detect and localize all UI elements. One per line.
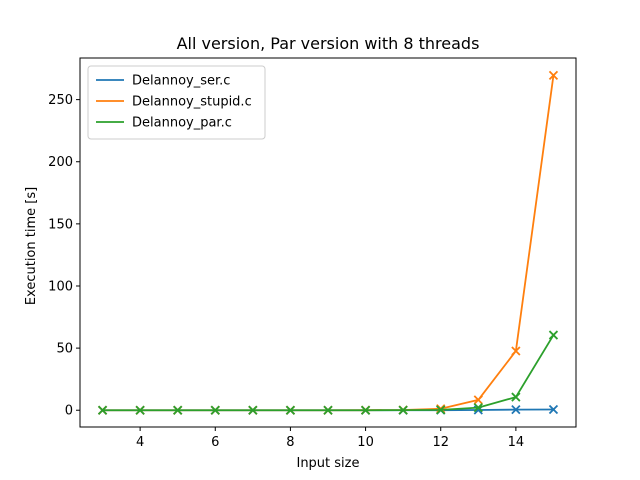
data-point xyxy=(473,402,483,413)
legend-box xyxy=(87,65,266,140)
x-tick-label: 6 xyxy=(211,435,219,450)
data-point xyxy=(511,392,521,402)
legend-label: Delannoy_ser.c xyxy=(132,74,230,89)
data-point xyxy=(548,404,559,415)
data-point xyxy=(398,405,408,415)
y-tick-label: 200 xyxy=(48,155,73,170)
legend-entry: Delannoy_par.c xyxy=(96,116,232,131)
y-axis: 0 50 100 150 200 250 xyxy=(48,93,80,419)
legend-entry: Delannoy_ser.c xyxy=(96,74,230,89)
data-point xyxy=(548,330,559,340)
y-tick-label: 250 xyxy=(48,93,73,108)
data-point xyxy=(97,405,108,415)
data-point xyxy=(248,405,258,415)
data-point xyxy=(511,404,521,415)
x-tick-label: 12 xyxy=(432,435,449,450)
legend-entry: Delannoy_stupid.c xyxy=(96,95,252,110)
y-tick-label: 100 xyxy=(48,279,73,294)
legend: Delannoy_ser.c Delannoy_stupid.c Delannoy_… xyxy=(87,65,266,140)
data-point xyxy=(135,405,145,415)
x-tick-label: 10 xyxy=(357,435,374,450)
x-tick-label: 4 xyxy=(136,435,144,450)
data-point xyxy=(173,405,183,415)
legend-label: Delannoy_stupid.c xyxy=(132,95,252,110)
data-point xyxy=(210,405,220,415)
y-tick-label: 150 xyxy=(48,217,73,232)
series-layer xyxy=(97,70,559,415)
data-point xyxy=(548,70,559,81)
data-point xyxy=(360,405,371,415)
x-tick-label: 8 xyxy=(286,435,294,450)
data-point xyxy=(285,405,296,415)
legend-label: Delannoy_par.c xyxy=(132,116,232,131)
y-tick-label: 0 xyxy=(65,404,73,419)
x-axis-label: Input size xyxy=(296,456,359,471)
data-point xyxy=(323,405,333,415)
plot-frame xyxy=(79,57,577,428)
y-tick-label: 50 xyxy=(56,342,73,357)
x-axis: 4 6 8 10 12 14 xyxy=(136,427,524,450)
y-axis-label: Execution time [s] xyxy=(24,187,39,305)
data-point xyxy=(436,405,446,415)
x-tick-label: 14 xyxy=(508,435,525,450)
chart-title: All version, Par version with 8 threads xyxy=(177,34,480,53)
data-point xyxy=(511,346,521,356)
data-point xyxy=(473,395,483,405)
